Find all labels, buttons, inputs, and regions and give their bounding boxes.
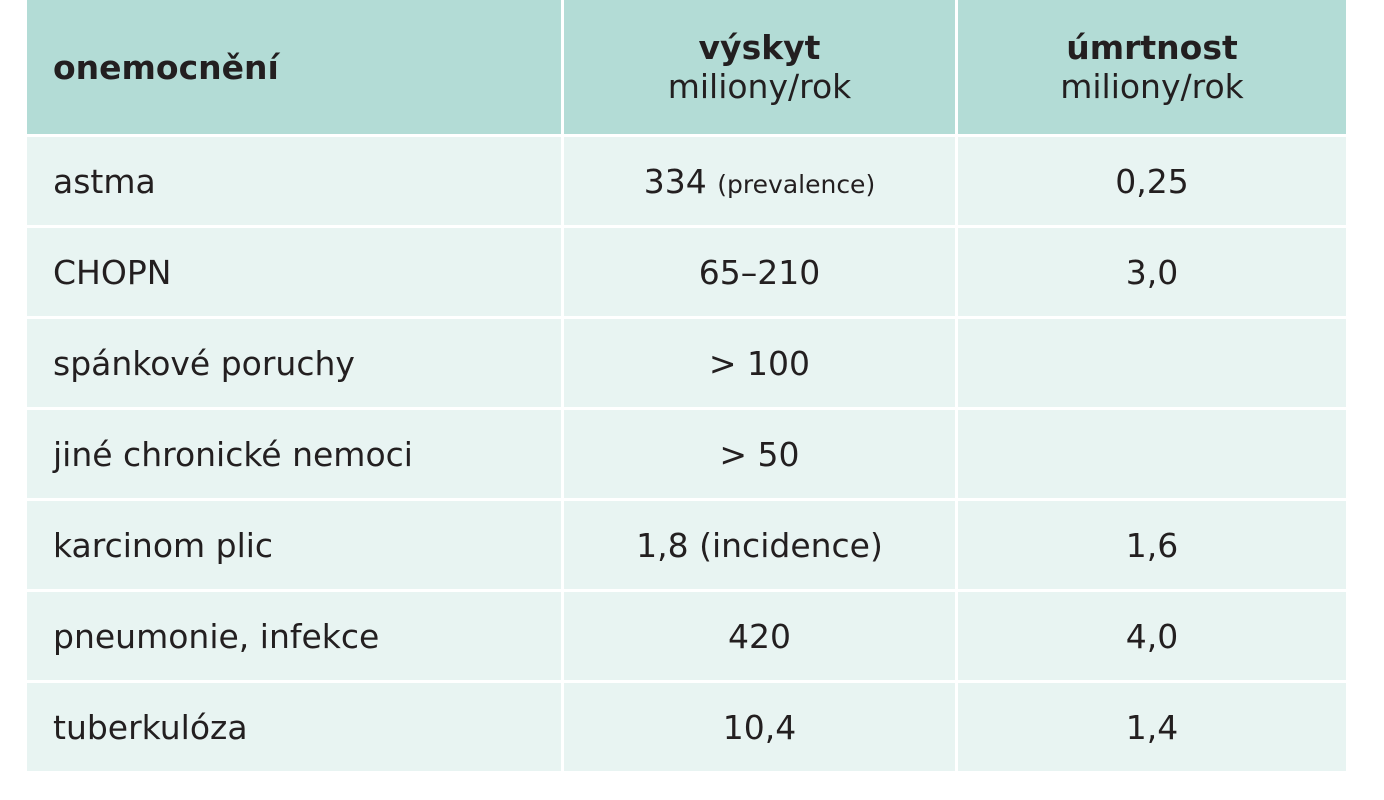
header-cell: onemocnění bbox=[27, 0, 561, 134]
cell-text: spánkové poruchy bbox=[53, 343, 355, 383]
header-unit: miliony/rok bbox=[667, 67, 852, 106]
cell-text: 1,6 bbox=[1125, 525, 1179, 565]
header-title: výskyt bbox=[698, 28, 821, 67]
table: onemocnění výskyt miliony/rok úmrtnost milio… bbox=[27, 0, 1346, 772]
table-cell: > 100 bbox=[564, 319, 955, 407]
header-cell: výskyt miliony/rok bbox=[564, 0, 955, 134]
cell-text: CHOPN bbox=[53, 252, 172, 292]
cell-text: karcinom plic bbox=[53, 525, 274, 565]
table-cell: 334 (prevalence) bbox=[564, 137, 955, 225]
cell-value: 334 bbox=[643, 161, 707, 201]
header-title: úmrtnost bbox=[1066, 28, 1238, 67]
table-cell: spánkové poruchy bbox=[27, 319, 561, 407]
table-cell: 1,4 bbox=[958, 683, 1346, 771]
table-cell: 1,6 bbox=[958, 501, 1346, 589]
cell-text: jiné chronické nemoci bbox=[53, 434, 413, 474]
table-cell: karcinom plic bbox=[27, 501, 561, 589]
table-cell bbox=[958, 410, 1346, 498]
table-cell: 3,0 bbox=[958, 228, 1346, 316]
cell-text: 0,25 bbox=[1115, 161, 1189, 201]
table-cell: 420 bbox=[564, 592, 955, 680]
cell-text: pneumonie, infekce bbox=[53, 616, 380, 656]
table-cell: 0,25 bbox=[958, 137, 1346, 225]
table-cell: 65–210 bbox=[564, 228, 955, 316]
table-cell: CHOPN bbox=[27, 228, 561, 316]
cell-text: 3,0 bbox=[1125, 252, 1179, 292]
cell-text: 1,8 (incidence) bbox=[636, 525, 883, 565]
table-cell bbox=[958, 319, 1346, 407]
header-cell: úmrtnost miliony/rok bbox=[958, 0, 1346, 134]
cell-text: 1,4 bbox=[1125, 707, 1179, 747]
cell-text: 420 bbox=[728, 616, 791, 656]
cell-text: astma bbox=[53, 161, 156, 201]
table-cell: 1,8 (incidence) bbox=[564, 501, 955, 589]
table-cell: 4,0 bbox=[958, 592, 1346, 680]
table-cell: jiné chronické nemoci bbox=[27, 410, 561, 498]
cell-note: (prevalence) bbox=[717, 169, 876, 199]
cell-text: 65–210 bbox=[698, 252, 821, 292]
header-unit: miliony/rok bbox=[1060, 67, 1244, 106]
table-cell: astma bbox=[27, 137, 561, 225]
cell-text: 4,0 bbox=[1125, 616, 1179, 656]
header-title: onemocnění bbox=[53, 47, 279, 87]
cell-text: > 50 bbox=[719, 434, 800, 474]
table-cell: pneumonie, infekce bbox=[27, 592, 561, 680]
table-cell: > 50 bbox=[564, 410, 955, 498]
cell-text: tuberkulóza bbox=[53, 707, 248, 747]
cell-text: 10,4 bbox=[722, 707, 797, 747]
cell-text: > 100 bbox=[708, 343, 811, 383]
cell-line: 334 (prevalence) bbox=[644, 162, 875, 201]
table-cell: 10,4 bbox=[564, 683, 955, 771]
table-cell: tuberkulóza bbox=[27, 683, 561, 771]
